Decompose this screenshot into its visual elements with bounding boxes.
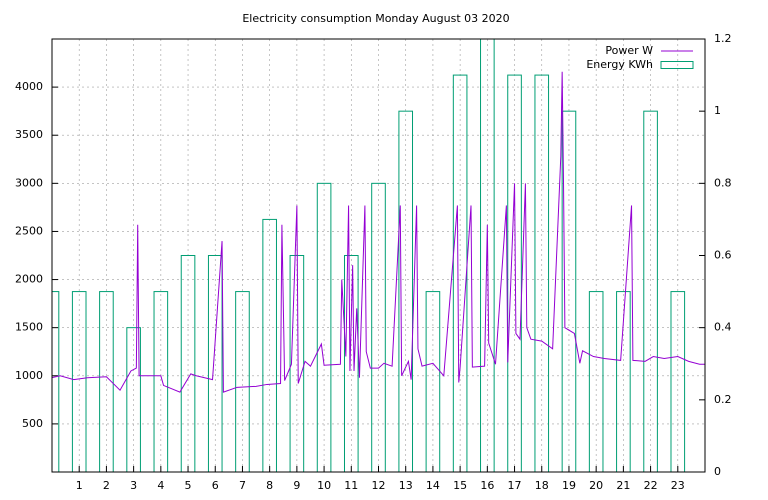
x-tick-label: 21: [616, 479, 630, 492]
x-tick-label: 17: [508, 479, 522, 492]
x-tick-label: 6: [212, 479, 219, 492]
y-tick-label: 2500: [15, 224, 43, 237]
energy-box: [588, 291, 604, 472]
energy-box: [99, 291, 114, 472]
x-tick-label: 18: [535, 479, 549, 492]
energy-box: [262, 218, 277, 472]
x-tick-label: 12: [372, 479, 386, 492]
x-tick-label: 9: [293, 479, 300, 492]
energy-box: [153, 291, 169, 472]
energy-box: [343, 255, 359, 472]
energy-box: [643, 110, 658, 472]
power-line: [52, 71, 705, 393]
energy-box: [71, 291, 87, 472]
energy-box: [616, 291, 631, 472]
y-tick-label: 1000: [15, 369, 43, 382]
y-tick-label: 3500: [15, 128, 43, 141]
x-tick-label: 16: [480, 479, 494, 492]
y-tick-label: 500: [22, 417, 43, 430]
legend-swatch: [660, 61, 694, 69]
x-tick-label: 4: [157, 479, 164, 492]
plot-frame: [51, 38, 706, 473]
y2-tick-label: 0.8: [714, 176, 732, 189]
legend-label: Energy KWh: [586, 58, 653, 71]
y-tick-label: 1500: [15, 321, 43, 334]
x-tick-label: 22: [644, 479, 658, 492]
x-tick-label: 5: [185, 479, 192, 492]
y-tick-label: 2000: [15, 273, 43, 286]
x-tick-label: 7: [239, 479, 246, 492]
energy-box: [235, 291, 250, 472]
y2-tick-label: 1.2: [714, 32, 732, 45]
x-tick-label: 13: [399, 479, 413, 492]
y2-tick-label: 0.2: [714, 393, 732, 406]
energy-box: [670, 291, 686, 472]
energy-box: [480, 39, 495, 472]
y2-tick-label: 0: [714, 465, 721, 478]
y-tick-label: 4000: [15, 80, 43, 93]
y2-tick-label: 0.4: [714, 321, 732, 334]
legend-label: Power W: [605, 44, 653, 57]
energy-box: [207, 255, 223, 472]
x-tick-label: 1: [76, 479, 83, 492]
x-tick-label: 14: [426, 479, 440, 492]
x-tick-label: 3: [130, 479, 137, 492]
x-tick-label: 2: [103, 479, 110, 492]
y-tick-label: 3000: [15, 176, 43, 189]
x-tick-label: 10: [317, 479, 331, 492]
chart-title: Electricity consumption Monday August 03…: [242, 12, 509, 25]
x-tick-label: 23: [671, 479, 685, 492]
energy-box: [561, 110, 577, 472]
y2-tick-label: 0.6: [714, 249, 732, 262]
energy-box: [180, 255, 196, 472]
x-tick-label: 19: [562, 479, 576, 492]
x-tick-label: 20: [589, 479, 603, 492]
x-tick-label: 8: [266, 479, 273, 492]
y2-tick-label: 1: [714, 104, 721, 117]
x-tick-label: 15: [453, 479, 467, 492]
energy-box: [425, 291, 441, 472]
x-tick-label: 11: [344, 479, 358, 492]
energy-box: [398, 110, 414, 472]
grid: 500 1000 1500 2000 2500 3000 3500 4000 0 0.2 0.4 0.…: [15, 32, 732, 492]
